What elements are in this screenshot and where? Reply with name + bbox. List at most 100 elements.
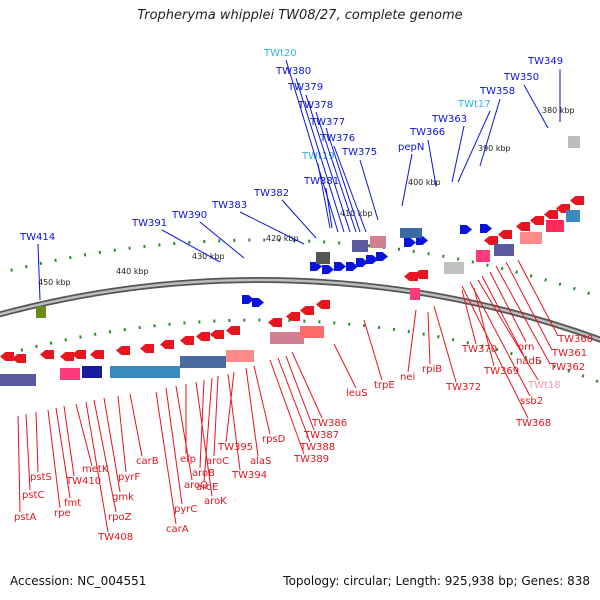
feature-block: [316, 252, 330, 264]
forward-leader-line: [325, 127, 361, 233]
reverse-leader-line: [213, 375, 219, 457]
feature-block: [566, 210, 580, 222]
forward-gene-arrow: [416, 236, 428, 245]
gene-label-cara: carA: [166, 524, 189, 535]
gene-label-twt17: TWt17: [457, 99, 491, 110]
forward-gene-arrow: [480, 224, 492, 233]
forward-gene-arrow: [242, 295, 254, 304]
feature-block: [0, 374, 36, 386]
map-title: Tropheryma whipplei TW08/27, complete ge…: [137, 8, 463, 23]
forward-leader-line: [333, 145, 367, 233]
gene-label-pepn: pepN: [398, 142, 424, 153]
reverse-gene-arrow: [570, 196, 584, 205]
gene-label-tw363: TW363: [431, 114, 467, 125]
reverse-gene-arrow: [196, 332, 210, 341]
reverse-leader-line: [363, 319, 383, 381]
forward-leader-line: [239, 211, 305, 245]
gene-label-tw389: TW389: [293, 454, 329, 465]
forward-gene-arrow: [346, 262, 358, 271]
gene-label-aroe: aroE: [196, 482, 218, 493]
reverse-leader-line: [75, 403, 93, 467]
gene-label-aroc: aroC: [206, 456, 229, 467]
gene-label-rpib: rpiB: [422, 364, 442, 375]
gene-label-arob: aroB: [192, 468, 215, 479]
feature-block: [444, 262, 464, 274]
forward-gene-arrow: [334, 262, 346, 271]
reverse-gene-arrow: [286, 312, 300, 321]
feature-block: [400, 228, 422, 238]
reverse-gene-arrow: [60, 352, 74, 361]
reverse-leader-line: [505, 261, 553, 351]
gene-label-twt18: TWt18: [527, 380, 561, 391]
gene-label-tw375: TW375: [341, 147, 377, 158]
gene-label-tw382: TW382: [253, 188, 289, 199]
reverse-gene-arrow: [40, 350, 54, 359]
feature-block: [180, 356, 226, 368]
gene-label-tw350: TW350: [503, 72, 539, 83]
reverse-leader-line: [489, 271, 527, 343]
reverse-gene-arrow: [160, 340, 174, 349]
reverse-gene-arrow: [544, 210, 558, 219]
feature-block: [300, 326, 324, 338]
forward-gene-arrow: [252, 298, 264, 307]
reverse-leader-line: [245, 367, 259, 457]
reverse-leader-line: [55, 407, 71, 499]
topology-text: Topology: circular; Length: 925,938 bp; …: [283, 574, 590, 588]
gene-label-tw370: TW370: [461, 344, 497, 355]
forward-leader-line: [317, 163, 331, 229]
gene-label-gmk: gmk: [112, 492, 134, 503]
reverse-leader-line: [203, 377, 213, 483]
gene-label-rpsd: rpsD: [262, 434, 286, 445]
gene-label-tw391: TW391: [131, 218, 167, 229]
gene-label-tw388: TW388: [299, 442, 335, 453]
forward-gene-arrow: [322, 265, 334, 274]
reverse-leader-line: [433, 305, 457, 383]
reverse-gene-arrow: [72, 350, 86, 359]
reverse-leader-line: [25, 413, 31, 491]
gene-label-alas: alaS: [250, 456, 271, 467]
feature-block: [520, 232, 542, 244]
accession-text: Accession: NC_004551: [10, 574, 147, 588]
kbp-tick-label-420-kbp: 420 kbp: [266, 234, 299, 243]
gene-label-orn: orn: [518, 342, 534, 353]
forward-leader-line: [315, 111, 357, 233]
feature-block: [476, 250, 490, 262]
gene-label-pyrf: pyrF: [118, 472, 140, 483]
gene-label-metk: metK: [82, 464, 109, 475]
gene-label-pstc: pstC: [22, 490, 44, 501]
forward-leader-line: [37, 243, 41, 301]
forward-gene-arrow: [404, 238, 416, 247]
gene-label-tw366: TW366: [409, 127, 445, 138]
gene-label-tw372: TW372: [445, 382, 481, 393]
forward-leader-line: [523, 84, 549, 129]
reverse-gene-arrow: [140, 344, 154, 353]
forward-gene-arrow: [460, 225, 472, 234]
reverse-leader-line: [495, 265, 551, 365]
reverse-leader-line: [481, 275, 525, 357]
gene-label-rpoz: rpoZ: [108, 512, 132, 523]
reverse-leader-line: [85, 401, 109, 533]
reverse-leader-line: [469, 281, 531, 397]
reverse-leader-line: [129, 393, 143, 457]
gene-label-arok: aroK: [204, 496, 227, 507]
gene-label-tw361: TW361: [551, 348, 587, 359]
gene-label-tw369: TW369: [483, 366, 519, 377]
forward-leader-line: [305, 94, 351, 233]
reverse-gene-arrow: [116, 346, 130, 355]
reverse-leader-line: [93, 399, 117, 513]
feature-block: [546, 220, 564, 232]
reverse-gene-arrow: [484, 236, 498, 245]
reverse-gene-arrow: [498, 230, 512, 239]
gene-label-tw349: TW349: [527, 56, 563, 67]
gene-label-leus: leuS: [346, 388, 368, 399]
reverse-leader-line: [35, 411, 39, 473]
gene-label-tw386: TW386: [311, 418, 347, 429]
reverse-leader-line: [427, 311, 431, 365]
feature-block: [370, 236, 386, 248]
forward-leader-line: [161, 229, 221, 263]
reverse-gene-arrow: [210, 330, 224, 339]
kbp-tick-label-400-kbp: 400 kbp: [408, 178, 441, 187]
gene-label-tw358: TW358: [479, 86, 515, 97]
gene-label-nade: nadE: [516, 356, 541, 367]
genome-backbone-highlight: [0, 278, 600, 341]
